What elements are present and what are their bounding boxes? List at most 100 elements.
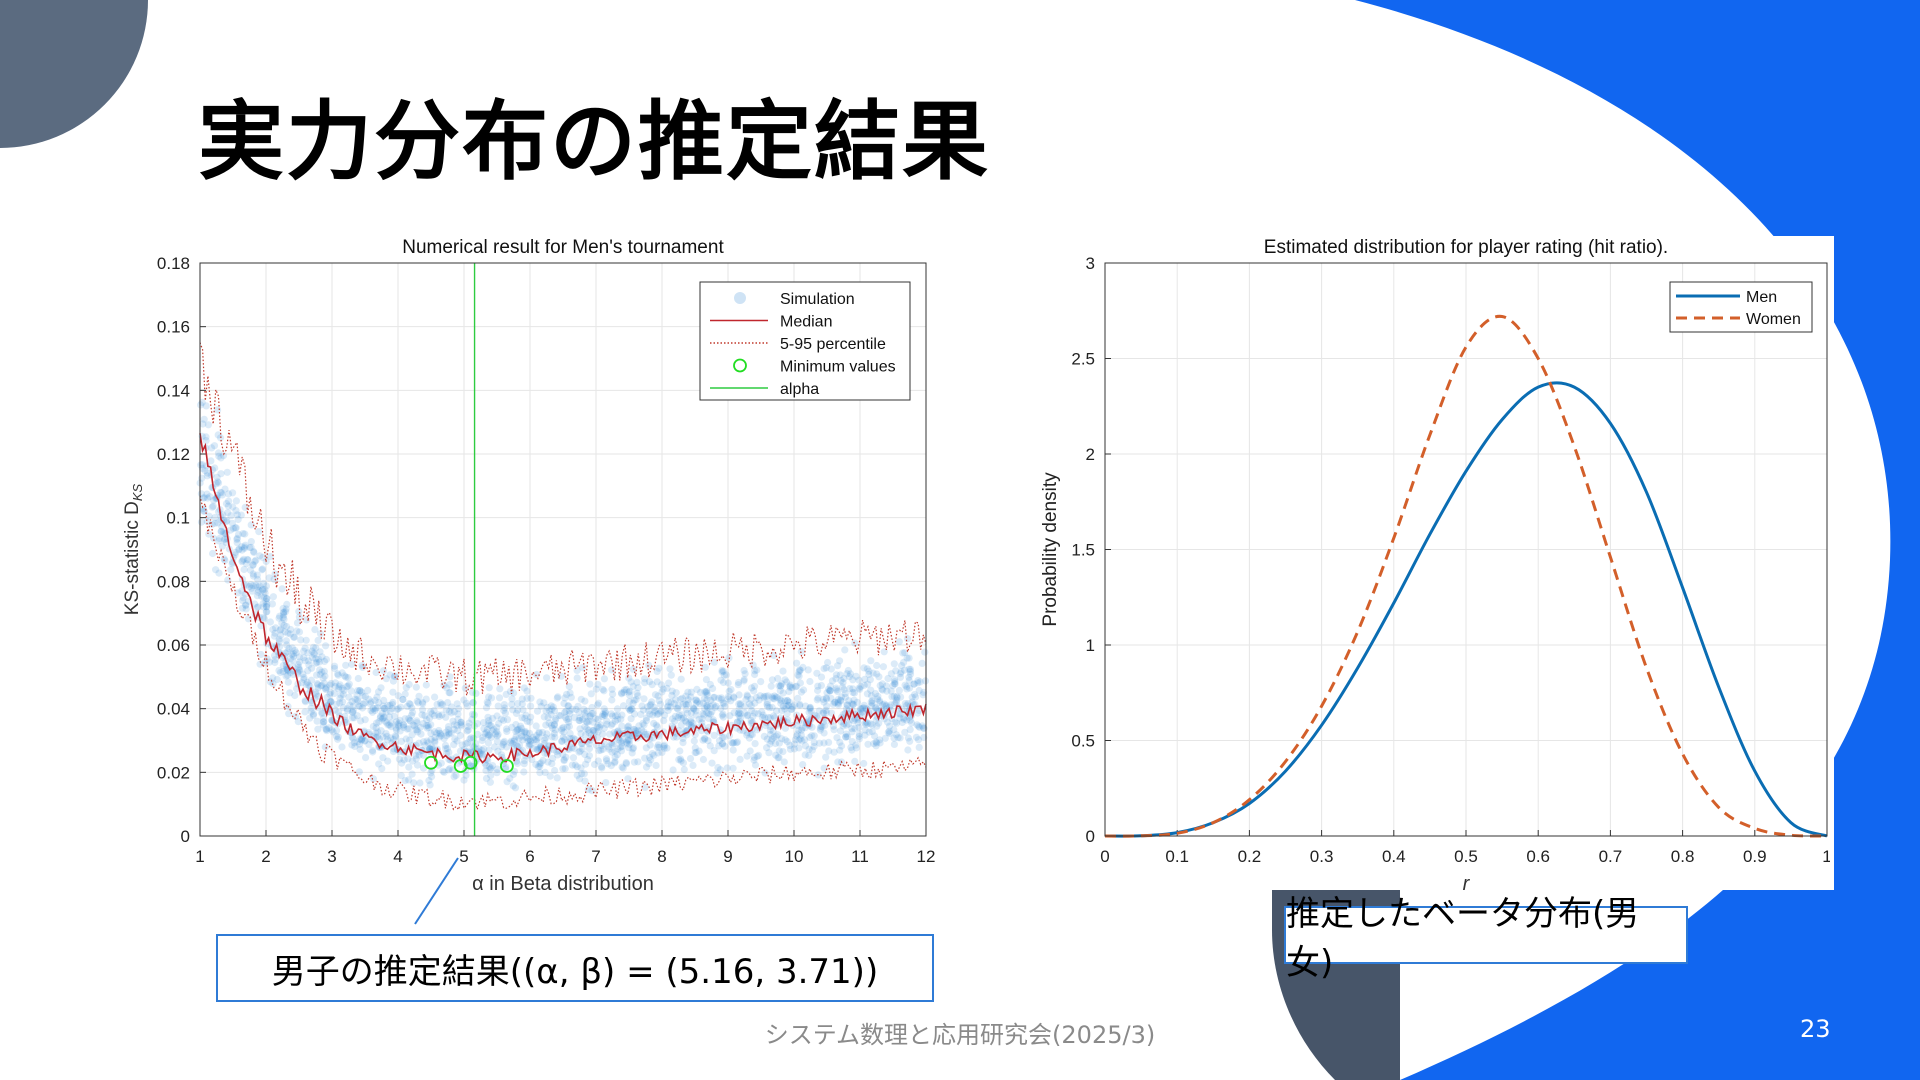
simulation-point [265,574,273,582]
simulation-point [872,738,880,746]
simulation-point [253,592,261,600]
simulation-point [413,726,421,734]
simulation-point [868,697,876,705]
simulation-point [691,749,699,757]
simulation-point [608,720,617,728]
simulation-point [861,675,869,683]
simulation-point [503,716,512,724]
simulation-point [742,696,750,704]
simulation-point [262,582,270,590]
simulation-point [908,719,916,727]
simulation-point [263,595,271,603]
simulation-point [596,723,604,731]
simulation-point [819,695,827,703]
simulation-point [358,688,366,696]
simulation-point [294,718,302,726]
simulation-point [711,704,719,712]
simulation-point [794,694,802,702]
simulation-point [406,700,414,708]
simulation-point [254,603,262,611]
simulation-point [411,722,419,730]
simulation-point [848,725,856,733]
simulation-point [557,712,565,720]
simulation-point [570,744,578,753]
simulation-point [586,712,594,721]
simulation-point [247,538,255,546]
simulation-point [592,685,600,693]
simulation-point [673,733,681,741]
simulation-point [369,775,377,783]
simulation-point [735,712,743,720]
simulation-point [479,734,487,742]
simulation-point [911,691,919,699]
simulation-point [870,708,878,716]
y-tick-label: 0.5 [1071,732,1095,751]
simulation-point [564,702,572,710]
simulation-point [488,727,496,735]
simulation-point [509,770,517,779]
simulation-point [577,764,585,772]
y-tick-label: 2.5 [1071,350,1095,369]
simulation-point [719,678,728,687]
simulation-point [726,712,734,720]
simulation-point [447,729,455,737]
simulation-point [562,707,570,715]
simulation-point [577,729,585,738]
simulation-point [567,693,575,701]
simulation-point [280,615,288,623]
simulation-point [576,725,584,733]
simulation-point [801,702,810,710]
simulation-point [462,740,470,748]
simulation-point [880,715,889,723]
simulation-point [422,695,430,703]
x-tick-label: 2 [261,847,270,866]
simulation-point [380,696,388,704]
simulation-point [890,692,898,701]
simulation-point [745,700,754,708]
x-tick-label: 0.2 [1238,847,1262,866]
simulation-point [530,736,538,744]
simulation-point [627,678,635,686]
simulation-point [613,711,621,719]
simulation-point [260,593,268,601]
simulation-point [600,687,608,695]
simulation-point [383,719,391,727]
simulation-point [439,767,447,775]
simulation-point [817,681,826,690]
simulation-point [656,700,665,708]
simulation-point [485,684,493,692]
simulation-point [618,739,626,747]
simulation-point [820,739,828,747]
simulation-point [483,698,491,706]
simulation-point [876,739,884,747]
simulation-point [692,711,700,719]
simulation-point [626,687,634,695]
simulation-point [778,706,786,715]
rating-distribution-chart: 0 0.1 0.2 0.3 0.4 0.5 0.6 0.7 0.8 0.9 100.511.522.… [1040,237,1830,894]
simulation-point [599,710,607,718]
simulation-point [889,682,897,690]
simulation-point [850,696,858,704]
simulation-point [224,490,233,498]
simulation-point [254,575,262,583]
simulation-point [629,665,637,673]
simulation-point [895,710,903,718]
simulation-point [664,706,672,715]
simulation-point [730,693,738,701]
simulation-point [526,735,534,744]
simulation-point [239,530,247,538]
simulation-point [696,688,705,697]
simulation-point [630,725,638,733]
simulation-point [390,712,399,721]
simulation-point [914,736,923,744]
y-axis-label: Probability density [1040,472,1061,627]
simulation-point [484,739,493,747]
simulation-point [203,472,211,480]
simulation-point [721,703,729,711]
simulation-point [848,700,856,708]
simulation-point [852,672,860,680]
simulation-point [255,586,263,594]
simulation-point [290,633,298,641]
simulation-point [215,537,223,545]
simulation-point [478,736,486,745]
